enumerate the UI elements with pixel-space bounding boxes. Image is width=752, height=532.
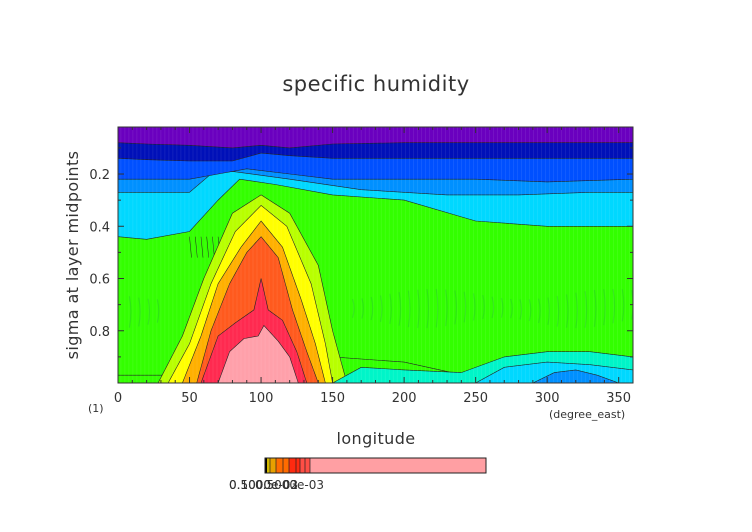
y-tick-label: 0.8 <box>89 325 110 340</box>
x-tick-label: 0 <box>114 391 122 406</box>
ripple-mark <box>398 291 402 326</box>
ripple-mark <box>379 295 383 323</box>
colorbar-segment <box>267 458 270 473</box>
x-units-label: (degree_east) <box>549 408 625 421</box>
y-axis-ticks: 0.2 0.4 0.6 0.8 <box>89 147 633 384</box>
faint-vertical-lines <box>120 127 630 383</box>
ripple-mark <box>565 294 569 328</box>
x-tick-label: 150 <box>320 391 345 406</box>
colorbar-frame <box>264 457 487 474</box>
colorbar <box>264 457 487 474</box>
ripple-mark <box>156 299 160 323</box>
core-pink <box>217 324 299 383</box>
ripple-mark <box>454 290 457 325</box>
plot-area <box>118 127 633 383</box>
ripple-mark <box>482 294 485 320</box>
ripple-mark <box>200 236 204 258</box>
ripple-mark <box>472 293 476 321</box>
lower-sky <box>532 369 619 383</box>
y-units-label: (1) <box>88 402 104 415</box>
x-tick-label: 300 <box>535 391 560 406</box>
ripple-mark <box>417 289 420 329</box>
ripple-mark <box>195 236 198 258</box>
colorbar-segment <box>270 458 276 473</box>
bottom-right-contours <box>332 351 633 383</box>
ripple-mark <box>519 299 523 320</box>
ripple-mark <box>407 290 411 328</box>
contour-bands <box>118 127 633 383</box>
ripple-mark <box>612 288 616 324</box>
ripple-mark <box>538 298 541 324</box>
ripple-mark <box>631 289 633 320</box>
ripple-mark <box>491 296 495 319</box>
y-axis-label: sigma at layer midpoints <box>63 151 82 360</box>
ripple-mark <box>621 289 625 322</box>
ripple-mark <box>435 288 439 328</box>
colorbar-segment <box>289 458 300 473</box>
ripple-mark <box>389 293 392 325</box>
x-tick-label: 200 <box>392 391 417 406</box>
x-axis-label: longitude <box>337 429 416 448</box>
ripple-mark <box>603 289 606 326</box>
ripple-mark <box>138 297 141 327</box>
x-tick-label: 100 <box>249 391 274 406</box>
colorbar-label: 0.5000e-03 <box>229 478 298 492</box>
ripple-mark <box>593 289 597 327</box>
ripple-mark <box>212 236 215 258</box>
ripple-mark <box>463 291 467 323</box>
x-tick-label: 50 <box>181 391 198 406</box>
ripple-mark <box>500 297 504 318</box>
ripple-mark <box>547 297 550 326</box>
ripple-mark <box>361 298 364 319</box>
ripple-mark <box>352 298 355 318</box>
x-tick-label: 250 <box>463 391 488 406</box>
colorbar-segment <box>310 458 486 473</box>
colorbar-segment <box>265 458 267 473</box>
humidity-core-contours <box>157 194 348 383</box>
x-axis-ticks: 0 50 100 150 200 250 300 350 <box>114 127 631 406</box>
ripple-mark <box>370 296 374 321</box>
ripple-mark <box>528 299 532 322</box>
y-tick-label: 0.4 <box>89 220 110 235</box>
colorbar-label-2: 0.5000e-03 <box>255 478 324 492</box>
contour-ripples <box>128 236 633 329</box>
y-tick-label: 0.6 <box>89 273 110 288</box>
ripple-mark <box>128 296 132 328</box>
y-tick-label: 0.2 <box>89 168 110 183</box>
ripple-mark <box>189 236 192 258</box>
ripple-mark <box>575 292 578 329</box>
ripple-mark <box>426 289 430 329</box>
ripple-mark <box>510 298 513 319</box>
ripple-mark <box>445 289 448 327</box>
ripple-mark <box>584 291 588 328</box>
chart-title: specific humidity <box>282 72 469 96</box>
colorbar-segment <box>276 458 289 473</box>
ripple-mark <box>556 295 560 327</box>
band-purple <box>118 127 633 149</box>
colorbar-label-1: 0.1000e-02 <box>229 478 298 492</box>
x-tick-label: 350 <box>606 391 631 406</box>
ripple-mark <box>206 236 209 258</box>
ripple-mark <box>147 298 151 325</box>
